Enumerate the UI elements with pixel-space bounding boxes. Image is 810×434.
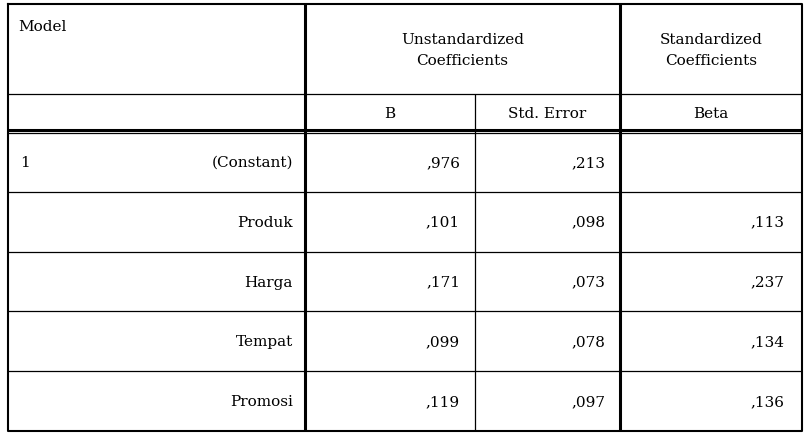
Text: ,976: ,976	[426, 155, 460, 170]
Text: ,119: ,119	[426, 394, 460, 408]
Text: Tempat: Tempat	[236, 335, 293, 349]
Text: Produk: Produk	[237, 215, 293, 229]
Text: Standardized: Standardized	[659, 33, 762, 47]
Text: Beta: Beta	[693, 107, 729, 121]
Text: ,101: ,101	[426, 215, 460, 229]
Text: ,078: ,078	[571, 335, 605, 349]
Text: Std. Error: Std. Error	[509, 107, 586, 121]
Text: Promosi: Promosi	[230, 394, 293, 408]
Text: Coefficients: Coefficients	[416, 54, 509, 68]
Text: ,134: ,134	[750, 335, 784, 349]
Text: (Constant): (Constant)	[211, 155, 293, 170]
Text: B: B	[385, 107, 395, 121]
Text: ,113: ,113	[750, 215, 784, 229]
Text: Model: Model	[18, 20, 66, 34]
Text: ,213: ,213	[571, 155, 605, 170]
Text: ,136: ,136	[750, 394, 784, 408]
Text: ,237: ,237	[750, 275, 784, 289]
Text: ,099: ,099	[426, 335, 460, 349]
Text: 1: 1	[20, 155, 30, 170]
Text: Coefficients: Coefficients	[665, 54, 757, 68]
Text: Harga: Harga	[245, 275, 293, 289]
Text: ,073: ,073	[571, 275, 605, 289]
Text: ,098: ,098	[571, 215, 605, 229]
Text: Unstandardized: Unstandardized	[401, 33, 524, 47]
Text: ,171: ,171	[426, 275, 460, 289]
Text: ,097: ,097	[571, 394, 605, 408]
